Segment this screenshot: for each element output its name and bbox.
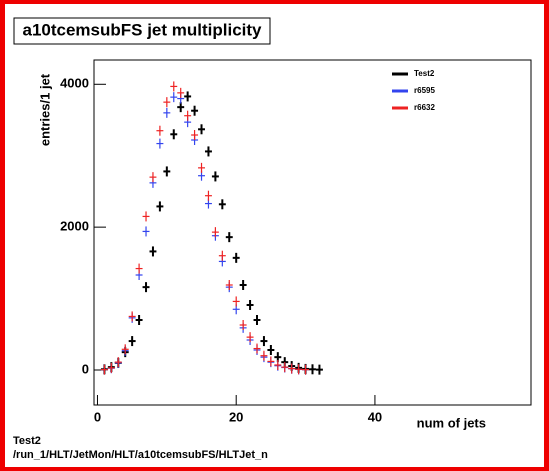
data-point <box>156 201 164 212</box>
data-point <box>211 227 219 238</box>
footer-run: Test2 <box>13 435 41 447</box>
data-point <box>191 105 199 116</box>
footer-path: /run_1/HLT/JetMon/HLT/a10tcemsubFS/HLTJe… <box>13 449 268 461</box>
y-tick-label: 2000 <box>60 219 89 234</box>
legend-label: r6595 <box>414 86 435 95</box>
title-box <box>13 17 271 45</box>
data-point <box>170 81 178 92</box>
legend-label: Test2 <box>414 69 435 78</box>
data-point <box>191 130 199 140</box>
chart-title: a10tcemsubFS jet multiplicity <box>22 20 262 39</box>
data-point <box>177 87 185 98</box>
x-tick-label: 0 <box>94 409 101 424</box>
data-point <box>239 320 247 330</box>
data-point <box>170 129 178 140</box>
data-point <box>246 332 254 343</box>
data-point <box>204 190 212 201</box>
y-tick-label: 4000 <box>60 76 89 91</box>
data-point <box>121 344 129 355</box>
data-point <box>253 343 261 354</box>
data-point <box>142 211 150 222</box>
x-tick-label: 40 <box>368 409 382 424</box>
data-point <box>232 296 240 307</box>
data-point <box>135 315 143 325</box>
data-point <box>253 315 261 325</box>
data-point <box>177 102 185 113</box>
plot-frame <box>93 59 532 406</box>
data-point <box>149 246 157 257</box>
legend-label: r6632 <box>414 103 435 112</box>
data-point <box>170 92 178 103</box>
data-point <box>163 166 171 177</box>
data-point <box>274 360 282 370</box>
data-point <box>114 357 122 368</box>
data-point <box>232 252 240 263</box>
data-point <box>142 226 150 237</box>
x-tick-label: 20 <box>229 409 243 424</box>
data-point <box>267 345 275 355</box>
data-point <box>315 364 323 375</box>
data-point <box>198 124 205 135</box>
data-point <box>128 336 136 347</box>
data-point <box>295 364 303 375</box>
data-point <box>218 199 226 210</box>
data-point <box>156 125 164 136</box>
data-point <box>128 311 136 322</box>
data-point <box>225 232 233 243</box>
data-point <box>156 138 164 149</box>
data-point <box>135 263 143 274</box>
data-point <box>246 300 254 310</box>
data-point <box>260 350 268 361</box>
x-axis-label: num of jets <box>417 415 486 430</box>
data-point <box>184 110 192 121</box>
data-point <box>204 146 212 157</box>
data-point <box>198 162 205 173</box>
data-point <box>149 172 157 183</box>
data-point <box>288 363 296 374</box>
y-tick-label: 0 <box>82 361 89 376</box>
data-point <box>163 107 171 118</box>
data-point <box>302 364 310 375</box>
data-point <box>211 171 219 182</box>
data-point <box>100 364 108 375</box>
data-point <box>239 280 247 290</box>
data-point <box>142 282 150 293</box>
data-point <box>225 280 233 290</box>
data-point <box>267 356 275 367</box>
data-point <box>163 97 171 108</box>
data-point <box>184 91 192 102</box>
data-point <box>107 362 115 373</box>
data-point <box>281 362 289 373</box>
data-point <box>260 336 268 347</box>
data-point <box>309 364 316 375</box>
y-axis-label: entries/1 jet <box>37 73 52 146</box>
data-point <box>218 250 226 261</box>
